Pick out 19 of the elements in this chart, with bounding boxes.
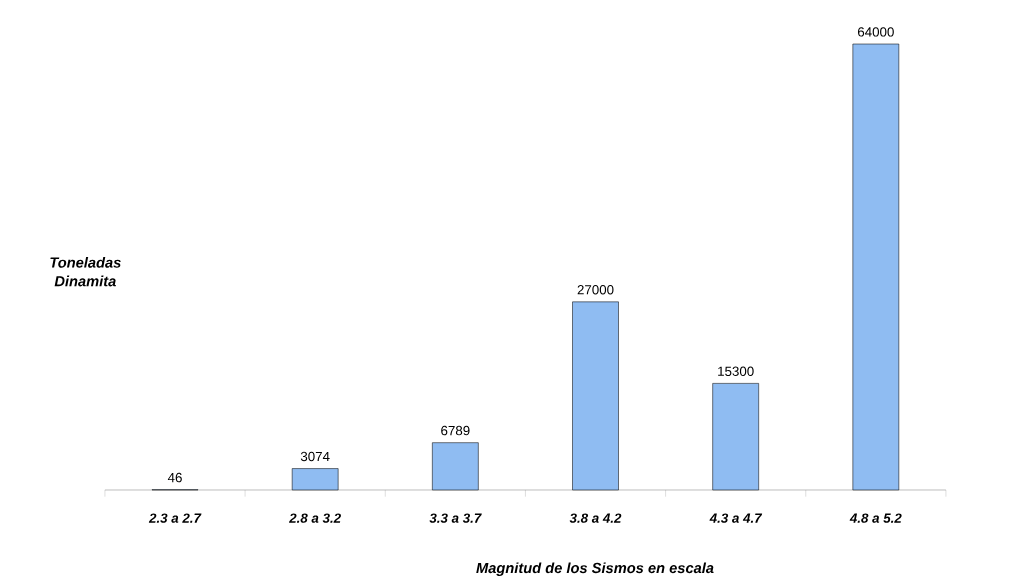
bar [852,43,900,491]
x-tick-label: 4.8 a 5.2 [849,513,902,523]
data-label: 6789 [441,425,470,436]
bar [432,442,479,491]
bar [572,301,619,491]
bar [712,383,759,491]
x-axis-title: Magnitud de los Sismos en escala [476,562,714,577]
x-tick-label: 2.3 a 2.7 [148,513,202,523]
data-label: 15300 [718,366,754,376]
data-label: 3074 [300,451,330,462]
x-tick-label: 3.8 a 4.2 [569,513,622,523]
y-axis-title: Toneladas Dinamita [50,256,121,287]
x-tick-label: 4.3 a 4.7 [709,513,763,523]
bar [291,468,339,491]
data-label: 27000 [577,285,614,295]
x-tick-label: 3.3 a 3.7 [429,513,482,523]
data-label: 64000 [857,27,894,37]
x-tick-label: 2.8 a 3.2 [289,513,341,523]
data-label: 46 [167,472,182,483]
